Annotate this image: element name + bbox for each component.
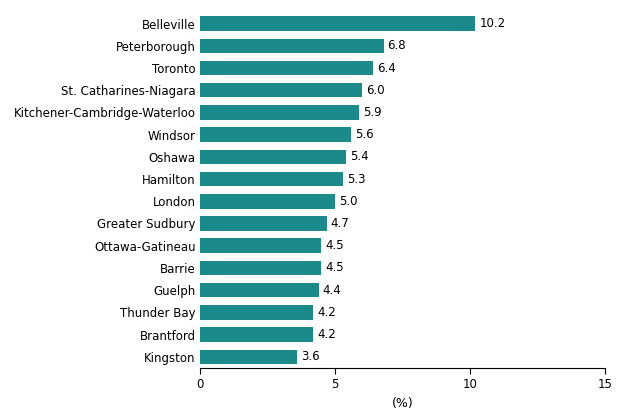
Text: 5.9: 5.9 bbox=[363, 106, 382, 119]
Text: 4.5: 4.5 bbox=[326, 239, 344, 252]
Text: 6.0: 6.0 bbox=[366, 84, 384, 97]
Text: 5.3: 5.3 bbox=[347, 173, 366, 186]
Bar bbox=[200, 261, 321, 275]
Text: 3.6: 3.6 bbox=[301, 350, 319, 363]
Bar bbox=[200, 83, 362, 97]
Bar bbox=[200, 327, 313, 342]
Bar bbox=[200, 305, 313, 319]
Text: 6.8: 6.8 bbox=[388, 39, 406, 52]
Bar bbox=[200, 150, 346, 164]
Text: 5.4: 5.4 bbox=[349, 150, 368, 163]
Text: 4.5: 4.5 bbox=[326, 261, 344, 274]
Bar bbox=[200, 172, 343, 186]
Text: 6.4: 6.4 bbox=[377, 61, 396, 74]
Bar bbox=[200, 194, 335, 209]
Text: 5.6: 5.6 bbox=[355, 128, 374, 141]
Bar bbox=[200, 38, 384, 53]
Bar bbox=[200, 283, 319, 297]
Bar bbox=[200, 105, 359, 120]
Bar bbox=[200, 61, 373, 75]
Text: 4.2: 4.2 bbox=[317, 328, 336, 341]
Bar bbox=[200, 239, 321, 253]
Text: 4.2: 4.2 bbox=[317, 306, 336, 319]
X-axis label: (%): (%) bbox=[392, 397, 413, 410]
Bar bbox=[200, 16, 475, 31]
Bar bbox=[200, 349, 297, 364]
Bar bbox=[200, 216, 327, 231]
Bar bbox=[200, 127, 351, 142]
Text: 4.7: 4.7 bbox=[331, 217, 349, 230]
Text: 4.4: 4.4 bbox=[323, 284, 341, 297]
Text: 10.2: 10.2 bbox=[479, 17, 505, 30]
Text: 5.0: 5.0 bbox=[339, 195, 358, 208]
